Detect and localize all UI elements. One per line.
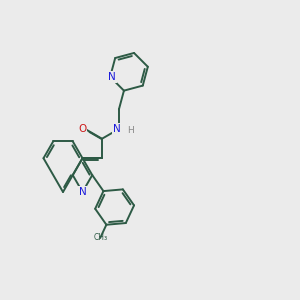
- Text: N: N: [108, 72, 116, 82]
- Text: N: N: [112, 124, 120, 134]
- Text: H: H: [127, 126, 134, 135]
- Text: CH₃: CH₃: [93, 233, 107, 242]
- Text: O: O: [78, 124, 86, 134]
- Text: N: N: [79, 187, 86, 197]
